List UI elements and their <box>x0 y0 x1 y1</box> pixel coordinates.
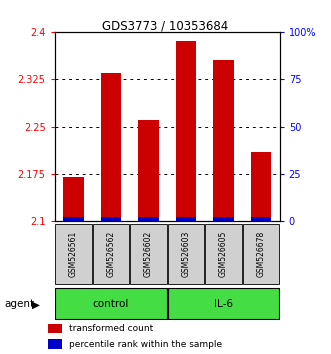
Bar <box>101 217 121 221</box>
FancyBboxPatch shape <box>55 224 92 284</box>
FancyBboxPatch shape <box>167 289 279 319</box>
FancyBboxPatch shape <box>55 289 167 319</box>
Text: GSM526603: GSM526603 <box>181 231 190 277</box>
Bar <box>251 217 271 221</box>
Text: GSM526602: GSM526602 <box>144 231 153 277</box>
Bar <box>176 41 196 221</box>
Text: GSM526605: GSM526605 <box>219 231 228 277</box>
Text: GSM526561: GSM526561 <box>69 231 78 277</box>
FancyBboxPatch shape <box>243 224 279 284</box>
Bar <box>138 217 159 221</box>
Bar <box>213 60 234 221</box>
Text: percentile rank within the sample: percentile rank within the sample <box>69 340 222 349</box>
FancyBboxPatch shape <box>205 224 242 284</box>
Bar <box>63 217 84 221</box>
Bar <box>138 120 159 221</box>
Bar <box>251 152 271 221</box>
Text: ▶: ▶ <box>32 299 40 309</box>
Text: GSM526678: GSM526678 <box>257 231 265 277</box>
Text: transformed count: transformed count <box>69 324 153 333</box>
Bar <box>101 73 121 221</box>
Text: agent: agent <box>4 299 34 309</box>
Bar <box>48 339 62 349</box>
FancyBboxPatch shape <box>167 224 204 284</box>
FancyBboxPatch shape <box>92 224 129 284</box>
FancyBboxPatch shape <box>130 224 167 284</box>
Bar <box>213 217 234 221</box>
Text: control: control <box>93 298 129 309</box>
Text: GDS3773 / 10353684: GDS3773 / 10353684 <box>102 19 229 33</box>
Bar <box>48 324 62 333</box>
Text: IL-6: IL-6 <box>214 298 233 309</box>
Text: GSM526562: GSM526562 <box>106 231 116 277</box>
Bar <box>63 177 84 221</box>
Bar <box>176 217 196 221</box>
